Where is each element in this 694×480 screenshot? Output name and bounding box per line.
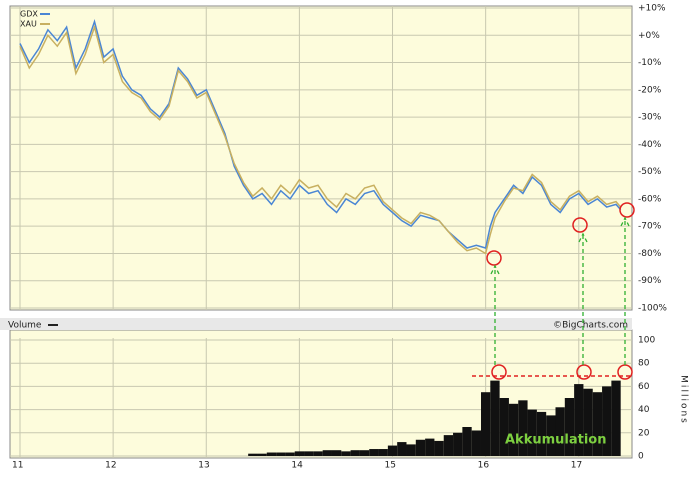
line — [19, 24, 622, 255]
circle — [576, 364, 592, 380]
bar — [480, 392, 491, 456]
volume-title: Volume — [8, 321, 42, 331]
bar — [564, 398, 575, 456]
bar — [546, 415, 556, 456]
bar — [257, 453, 267, 456]
bar — [592, 392, 603, 456]
arrow — [490, 264, 500, 365]
bar — [313, 451, 323, 456]
bar — [602, 386, 612, 456]
highlights — [472, 202, 635, 380]
y-tick-label: -10% — [638, 58, 662, 68]
bar — [369, 449, 379, 456]
y-tick-label: -20% — [638, 85, 662, 95]
y-tick-label: 20 — [638, 428, 650, 438]
x-tick-label: 11 — [12, 461, 23, 471]
x-tick-label: 16 — [478, 461, 490, 471]
y-tick-label: +0% — [638, 31, 660, 41]
y-tick-label: -60% — [638, 194, 662, 204]
y-tick-label: 0 — [638, 452, 644, 462]
bar — [322, 450, 332, 456]
bar — [387, 445, 398, 456]
bar — [508, 403, 519, 456]
price-panel — [9, 5, 633, 311]
bar — [350, 450, 360, 456]
arrows — [490, 216, 630, 365]
bar — [443, 435, 454, 456]
bar — [518, 400, 528, 456]
x-tick-label: 12 — [105, 461, 116, 471]
bar — [276, 452, 286, 456]
y-axis-label: Millions — [679, 375, 689, 425]
bar — [453, 432, 463, 456]
bar — [294, 451, 305, 456]
bar — [415, 439, 426, 456]
y-tick-label: -40% — [638, 140, 662, 150]
legend-label: GDX — [20, 10, 38, 19]
circle — [619, 202, 635, 218]
x-tick-label: 17 — [571, 461, 582, 471]
bar — [527, 409, 537, 456]
bar — [536, 411, 547, 456]
bar — [425, 438, 435, 456]
bar — [359, 450, 370, 456]
arrow — [578, 232, 588, 365]
bar — [471, 430, 481, 456]
x-tick-label: 13 — [198, 461, 209, 471]
bar — [574, 384, 584, 456]
bar — [499, 398, 509, 456]
bar — [331, 450, 342, 456]
y-tick-label: 100 — [638, 336, 655, 346]
bar — [490, 380, 500, 456]
volume-header — [0, 318, 632, 330]
bar — [611, 380, 621, 456]
legend-label: XAU — [20, 20, 37, 29]
bar — [397, 442, 407, 456]
circle — [572, 217, 588, 233]
annotation: Akkumulation — [505, 433, 607, 448]
y-tick-label: -50% — [638, 167, 662, 177]
x-tick-label: 14 — [291, 461, 303, 471]
bar — [555, 407, 565, 456]
bar — [583, 388, 593, 456]
circle — [491, 364, 507, 380]
bar — [341, 451, 351, 456]
y-tick-label: -90% — [638, 276, 662, 286]
y-tick-label: -70% — [638, 222, 662, 232]
arrow — [620, 216, 630, 365]
bar — [266, 452, 277, 456]
y-tick-label: -100% — [638, 304, 667, 314]
bar — [378, 449, 388, 456]
y-tick-label: 80 — [638, 359, 650, 369]
bar — [406, 444, 416, 456]
y-tick-label: 40 — [638, 405, 650, 415]
bar — [248, 453, 258, 456]
line — [19, 18, 622, 249]
y-tick-label: -30% — [638, 113, 662, 123]
x-tick-label: 15 — [385, 461, 396, 471]
circle — [486, 250, 502, 266]
bar — [285, 452, 295, 456]
bar — [462, 427, 472, 456]
y-tick-label: +10% — [638, 4, 666, 14]
source: ©BigCharts.com — [553, 321, 628, 331]
bar — [434, 440, 444, 456]
y-tick-label: 60 — [638, 382, 650, 392]
y-tick-label: -80% — [638, 249, 662, 259]
bar — [304, 451, 314, 456]
